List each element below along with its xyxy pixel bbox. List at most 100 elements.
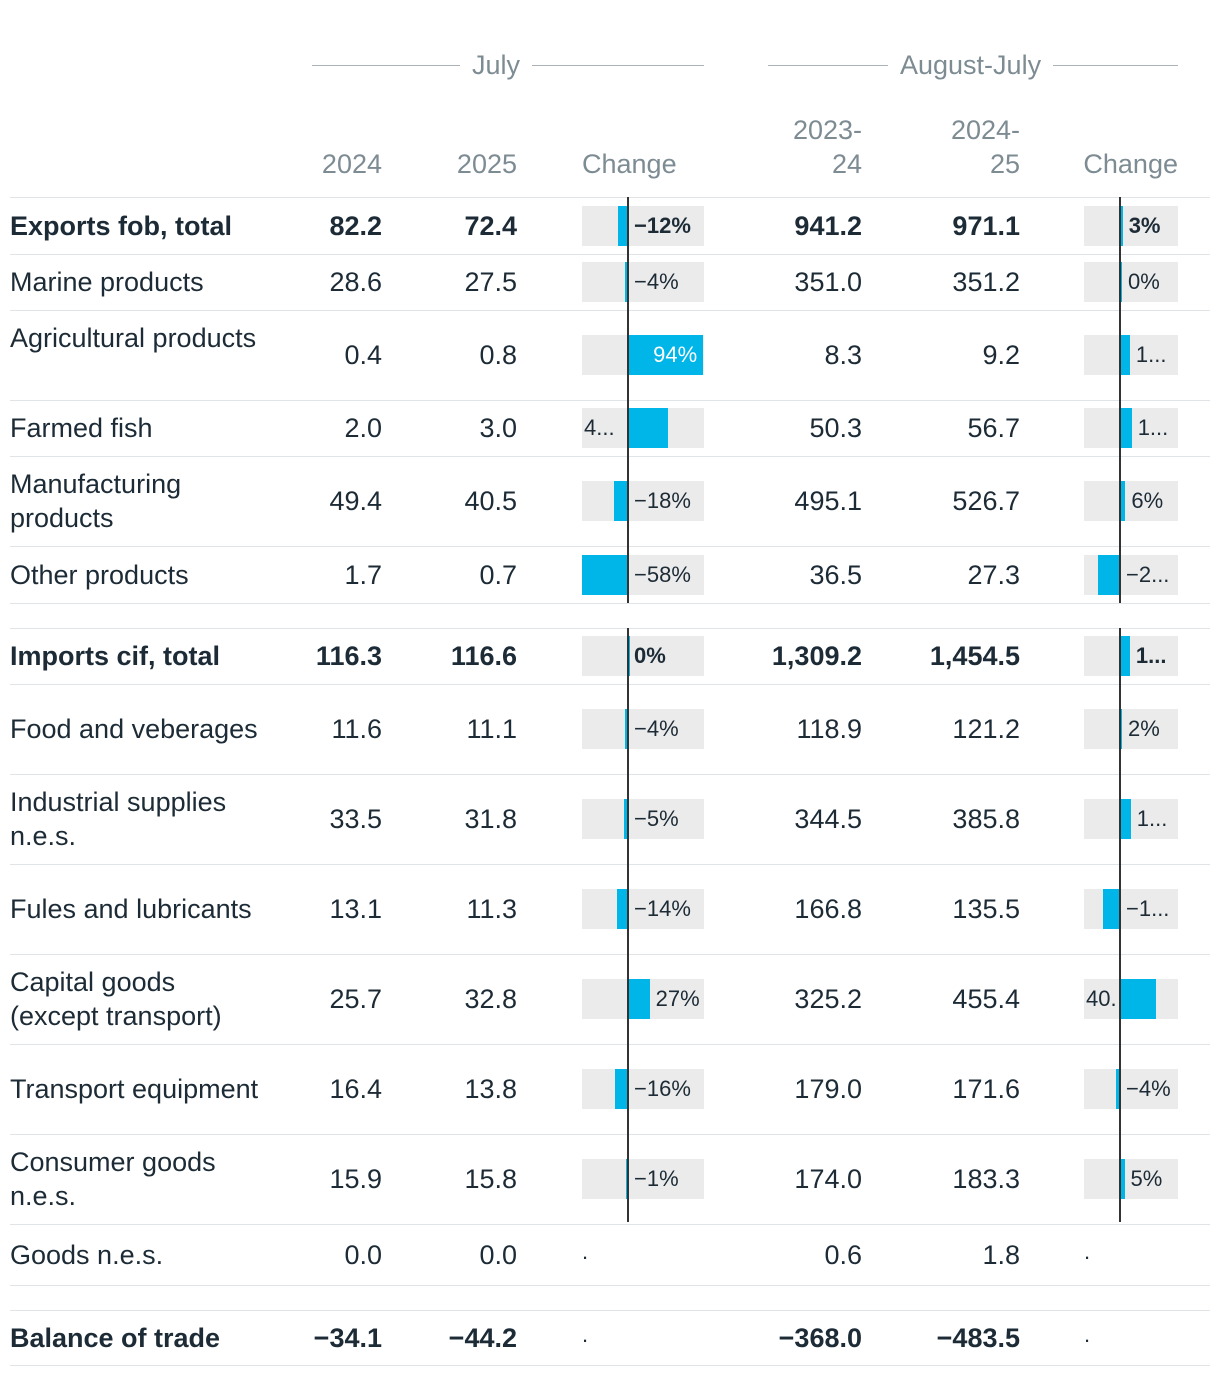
- july-change-bar: [624, 709, 628, 749]
- row-separator-top: [10, 954, 1210, 955]
- july-2025-value: 0.0: [479, 1240, 517, 1270]
- row-label: Agricultural products: [10, 323, 257, 353]
- july-2025-value: 32.8: [464, 984, 517, 1014]
- row-label: Manufacturing products: [10, 469, 182, 533]
- aug-july-2024-25-value: 171.6: [952, 1074, 1020, 1104]
- aug-july-change-bar: [1120, 636, 1130, 676]
- column-header-change: Change: [582, 149, 677, 179]
- july-change-bar: [616, 889, 628, 929]
- row-label: Marine products: [10, 267, 204, 297]
- july-change-bar: [613, 481, 628, 521]
- july-change-label: 94%: [653, 342, 698, 367]
- aug-july-change-bar-background: [1084, 205, 1178, 246]
- aug-july-change-label: 40...: [1086, 986, 1118, 1011]
- column-header-2023-24: 2023- 24: [742, 113, 862, 181]
- row-label: Balance of trade: [10, 1323, 221, 1353]
- aug-july-2024-25-value: 56.7: [967, 413, 1020, 443]
- table-row: Imports cif, total 116.3 116.6 1,309.2 1,454…: [10, 628, 1210, 684]
- row-label: Imports cif, total: [10, 641, 221, 671]
- july-2024-value: 0.0: [344, 1240, 382, 1270]
- table-row: Manufacturing products 49.4 40.5 495.1 526.7…: [10, 456, 1210, 546]
- aug-july-2024-25-value: 9.2: [982, 340, 1020, 370]
- aug-july-change-bar-background: [1084, 1069, 1178, 1109]
- july-2025-value: 116.6: [450, 641, 517, 671]
- row-separator-top: [10, 628, 1210, 629]
- july-change-empty: .: [582, 1239, 589, 1264]
- july-change-bar-background: [582, 1069, 704, 1109]
- table-row: Fules and lubricants 13.1 11.3 166.8 135.5 −1…: [10, 864, 1210, 954]
- july-change-label: −18%: [634, 488, 691, 513]
- july-2025-value: 72.4: [464, 210, 517, 241]
- trade-table: July August-July 2024 2025 Change 2023- …: [10, 0, 1210, 1376]
- july-2025-value: 11.3: [466, 894, 517, 924]
- july-change-label: −5%: [634, 806, 679, 831]
- july-change-bar: [628, 335, 704, 375]
- row-separator-top: [10, 1224, 1210, 1225]
- july-change-zero-line: [627, 197, 629, 603]
- group-header-aug-july: August-July: [768, 46, 1178, 84]
- row-separator-top: [10, 774, 1210, 775]
- row-label: Industrial supplies n.e.s.: [10, 787, 227, 851]
- aug-july-change-bar: [1097, 555, 1120, 595]
- july-2025-value: 31.8: [464, 804, 517, 834]
- july-change-bar: [624, 799, 628, 839]
- column-header-2024-25: 2024- 25: [900, 113, 1020, 181]
- aug-july-change-label: 1...: [1135, 643, 1167, 668]
- july-2025-value: 27.5: [464, 267, 517, 297]
- aug-july-2024-25-value: 526.7: [952, 486, 1020, 516]
- table-row: Industrial supplies n.e.s. 33.5 31.8 344.5 3…: [10, 774, 1210, 864]
- july-change-bar-background: [582, 262, 704, 302]
- aug-july-change-label: 6%: [1131, 488, 1164, 513]
- group-label-aug-july: August-July: [888, 46, 1054, 84]
- july-change-bar: [624, 262, 628, 302]
- july-2024-value: 28.6: [329, 267, 382, 297]
- row-separator-top: [10, 864, 1210, 865]
- row-separator-top: [10, 310, 1210, 311]
- july-change-bar-background: [582, 1159, 704, 1199]
- column-header-2023-24-line1: 2023-: [792, 115, 862, 145]
- aug-july-change-label: 2%: [1128, 716, 1160, 741]
- column-header-2023-24-line2: 24: [831, 149, 862, 179]
- row-separator-top: [10, 1044, 1210, 1045]
- table-row: Consumer goods n.e.s. 15.9 15.8 174.0 183.3 −…: [10, 1134, 1210, 1224]
- july-change-label: 27%: [655, 986, 700, 1011]
- group-header-july: July: [312, 46, 704, 84]
- aug-july-change-bar: [1120, 205, 1123, 246]
- aug-july-2024-25-value: 183.3: [952, 1164, 1020, 1194]
- july-change-label: −58%: [634, 562, 691, 587]
- aug-july-change-bar: [1120, 262, 1122, 302]
- aug-july-change-empty: .: [1084, 1239, 1091, 1264]
- table-row: Exports fob, total 82.2 72.4 941.2 971.1 −12%…: [10, 197, 1210, 254]
- row-separator-top: [10, 456, 1210, 457]
- july-2024-value: 82.2: [329, 210, 382, 241]
- july-2025-value: 13.8: [464, 1074, 517, 1104]
- row-separator-top: [10, 254, 1210, 255]
- july-2024-value: 1.7: [344, 560, 382, 590]
- aug-july-change-label: −2...: [1126, 562, 1170, 587]
- july-change-bar: [618, 205, 628, 246]
- july-change-label: −4%: [634, 716, 679, 741]
- july-2025-value: 15.8: [464, 1164, 517, 1194]
- group-label-july: July: [460, 46, 533, 84]
- aug-july-change-label: 3%: [1128, 212, 1161, 238]
- table-row: Farmed fish 2.0 3.0 50.3 56.7 4... 1...: [10, 400, 1210, 456]
- july-change-bar: [628, 636, 630, 676]
- july-2024-value: 11.6: [331, 714, 382, 744]
- aug-july-change-label: 1...: [1137, 415, 1169, 440]
- july-change-bar-background: [582, 205, 704, 246]
- aug-july-change-bar-background: [1084, 481, 1178, 521]
- aug-july-change-label: 0%: [1128, 269, 1160, 294]
- aug-july-change-bar: [1120, 481, 1126, 521]
- aug-july-change-bar-background: [1084, 636, 1178, 676]
- aug-july-2024-25-value: 135.5: [952, 894, 1020, 924]
- july-change-bar-background: [582, 481, 704, 521]
- aug-july-change-label: 1...: [1135, 342, 1167, 367]
- aug-july-2023-24-value: 495.1: [794, 486, 862, 516]
- july-change-label: −4%: [634, 269, 679, 294]
- aug-july-2023-24-value: 0.6: [824, 1240, 862, 1270]
- aug-july-change-bar: [1116, 1069, 1120, 1109]
- aug-july-change-bar: [1120, 408, 1132, 448]
- july-change-zero-line: [627, 628, 629, 1222]
- row-label: Goods n.e.s.: [10, 1240, 164, 1270]
- july-2025-value: −44.2: [448, 1323, 517, 1353]
